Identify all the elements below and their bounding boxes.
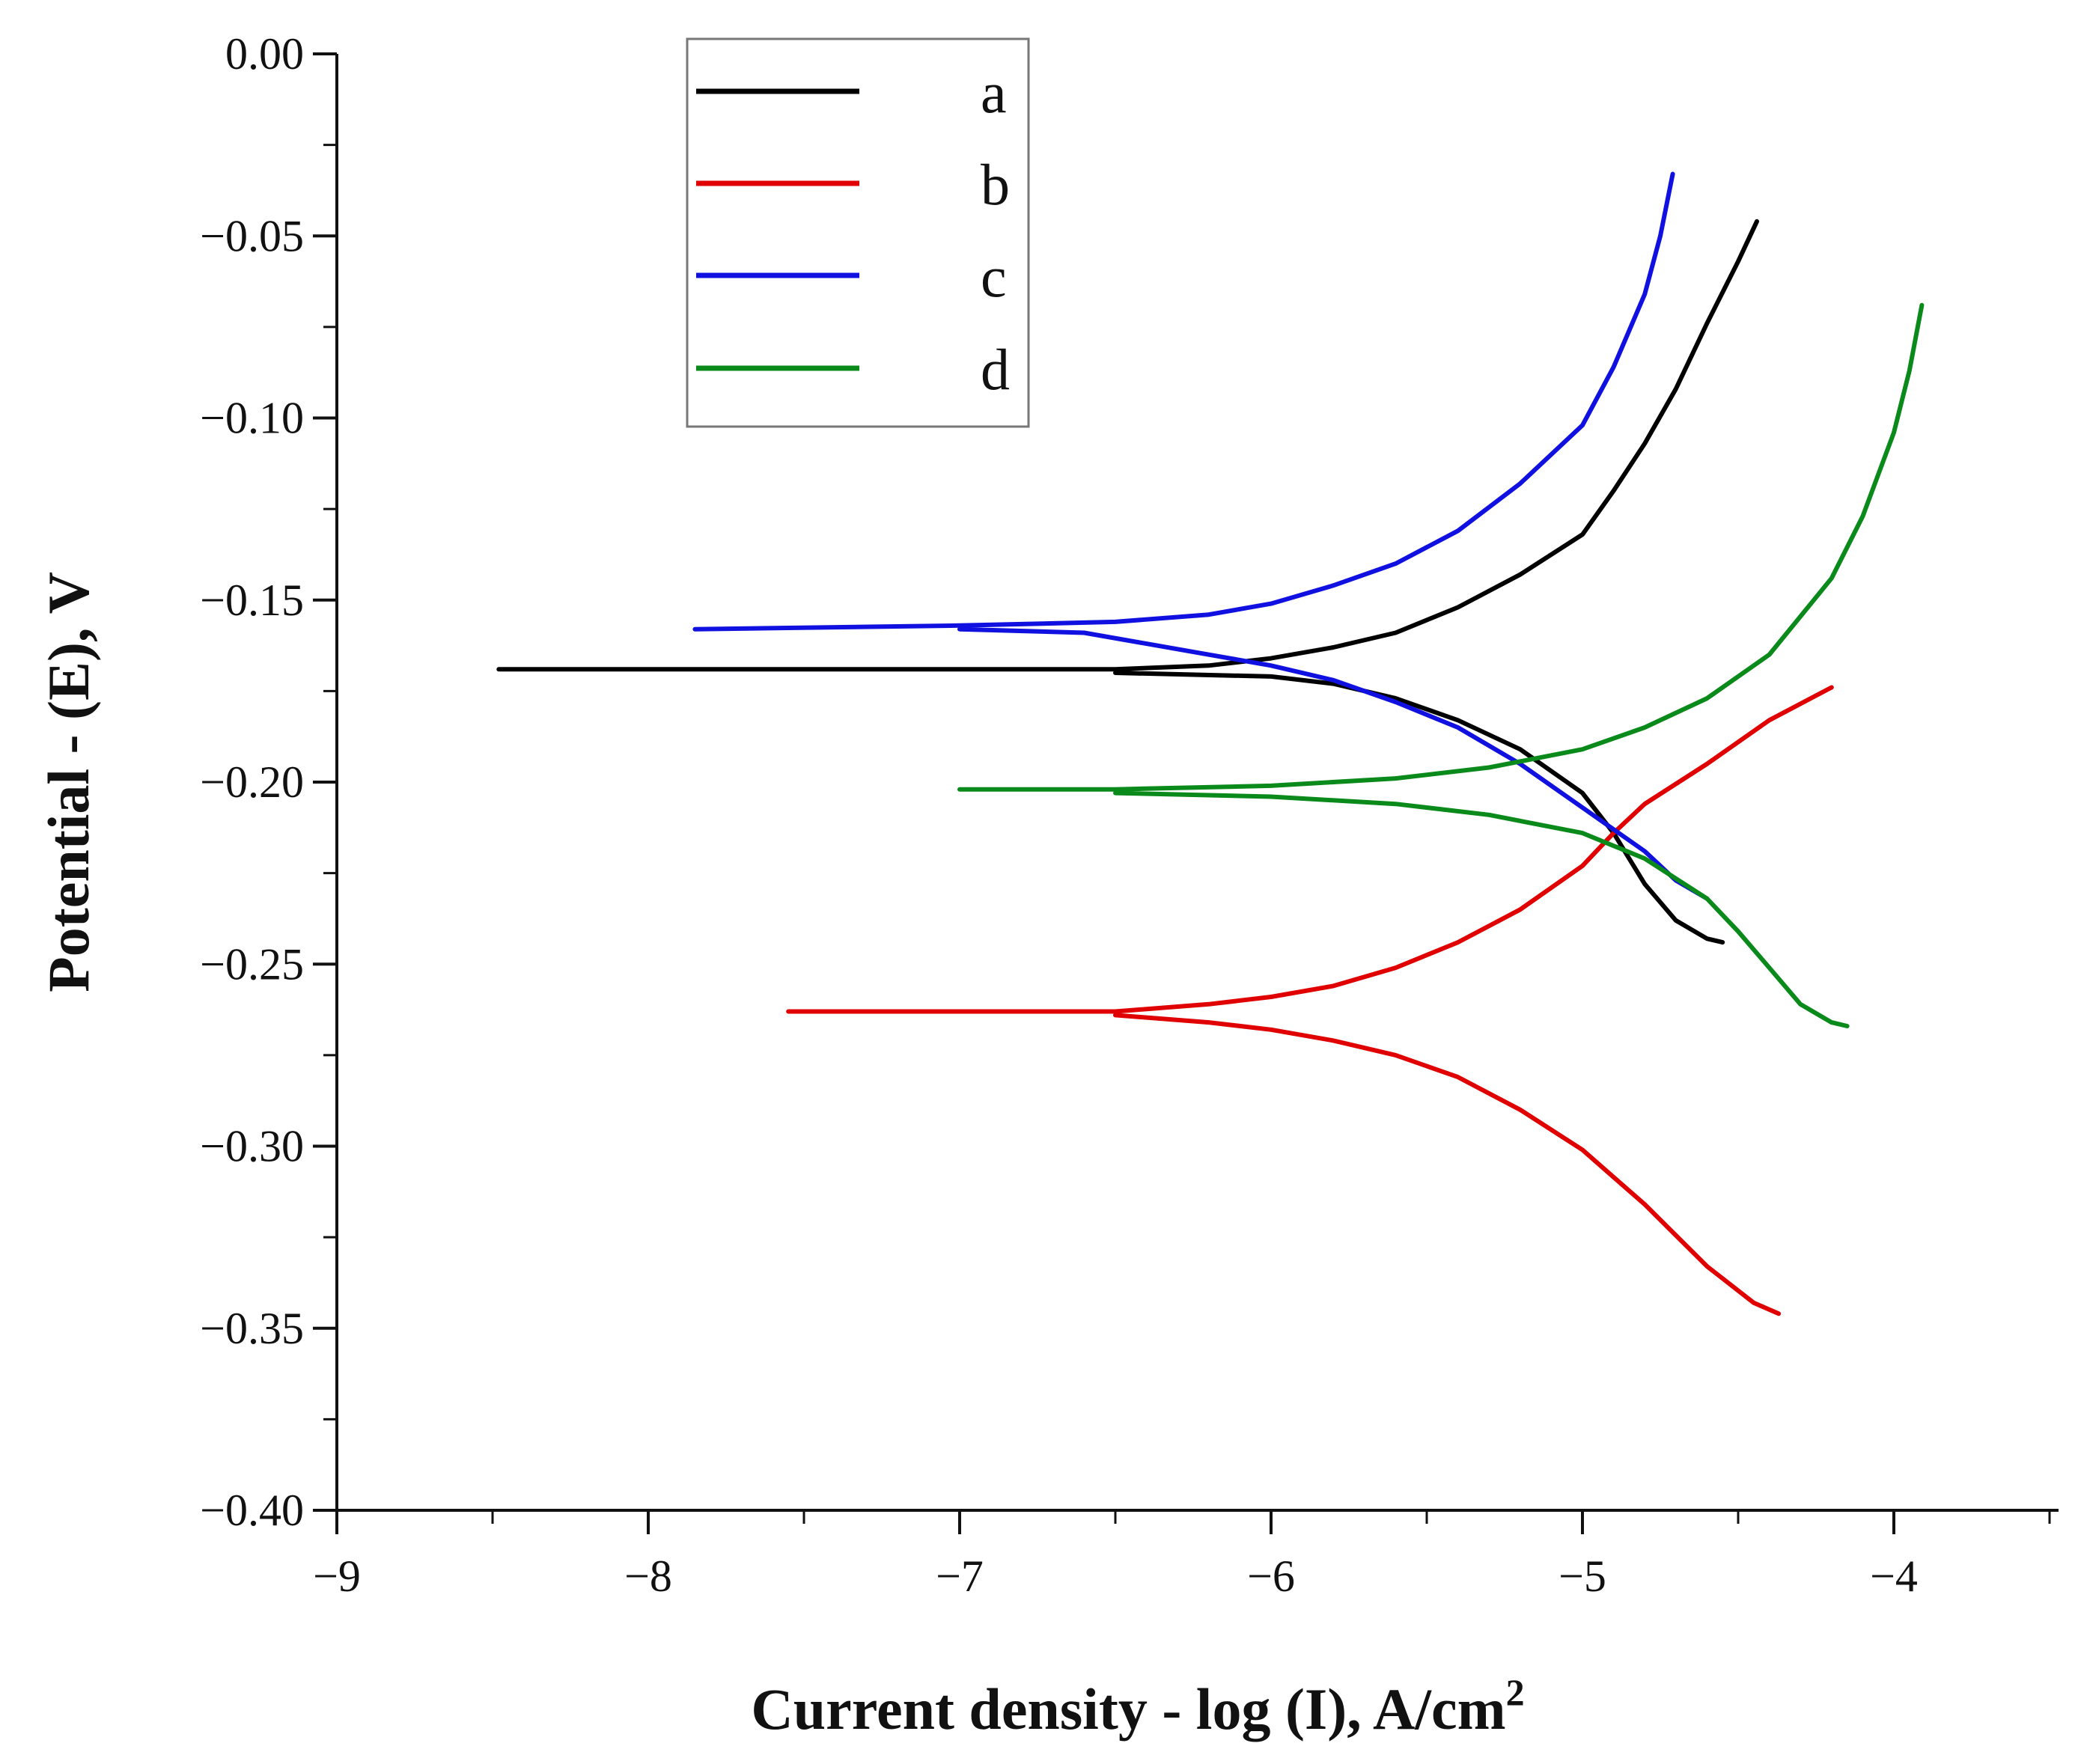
y-tick-label: −0.40	[200, 1486, 304, 1535]
series-a-anodic-branch	[496, 219, 1759, 672]
x-tick-label: −6	[1247, 1551, 1295, 1601]
series-d-cathodic-branch	[1113, 790, 1850, 1028]
series-layer	[496, 171, 1925, 1316]
y-tick-label: −0.25	[200, 939, 304, 989]
legend-label-a: a	[981, 60, 1007, 125]
y-tick-label: −0.30	[200, 1122, 304, 1171]
legend-entry-d: d	[696, 337, 1010, 402]
legend-frame	[686, 37, 1030, 428]
series-c-cathodic-branch	[957, 626, 1710, 901]
y-tick-label: −0.35	[200, 1304, 304, 1353]
series-a-cathodic-branch	[1113, 671, 1725, 945]
series-b-cathodic-branch	[1113, 1013, 1782, 1316]
y-tick-label: −0.10	[200, 394, 304, 443]
series-d-anodic-branch	[957, 302, 1925, 792]
x-tick-label: −5	[1558, 1551, 1606, 1601]
y-axis-title: Potential - (E), V	[36, 572, 101, 992]
legend-entry-b: b	[696, 152, 1010, 217]
legend: a b c d	[686, 37, 1030, 428]
legend-entry-a: a	[696, 60, 1007, 125]
series-c	[692, 171, 1710, 901]
series-d	[957, 302, 1925, 1028]
x-tick-label: −4	[1870, 1551, 1918, 1601]
series-c-anodic-branch	[692, 171, 1675, 632]
series-b-anodic-branch	[786, 685, 1834, 1014]
x-axis-title: Current density - log (I), A/cm2	[751, 1671, 1524, 1742]
y-tick-label: 0.00	[225, 29, 304, 79]
series-a	[496, 219, 1759, 945]
y-tick-label: −0.05	[200, 211, 304, 260]
y-tick-label: −0.15	[200, 576, 304, 625]
legend-label-c: c	[981, 244, 1007, 309]
y-tick-label: −0.20	[200, 757, 304, 807]
x-axis-ticks: −9 −8 −7 −6 −5 −4	[313, 1510, 2051, 1601]
legend-entry-c: c	[696, 244, 1007, 309]
x-axis-title-superscript: 2	[1506, 1671, 1525, 1713]
x-tick-label: −7	[936, 1551, 984, 1601]
legend-label-b: b	[981, 152, 1010, 217]
x-tick-label: −9	[313, 1551, 361, 1601]
series-b	[786, 685, 1834, 1316]
x-tick-label: −8	[624, 1551, 672, 1601]
legend-label-d: d	[981, 337, 1010, 402]
y-axis-ticks: 0.00 −0.05 −0.10 −0.15 −0.20 −0.25 −0.30 −0.35 −…	[200, 29, 337, 1535]
